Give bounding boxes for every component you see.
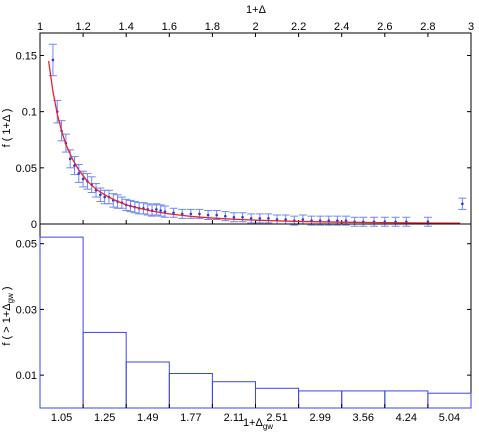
bottom-x-tick-label: 3.56 — [353, 412, 374, 424]
data-point — [81, 177, 85, 181]
top-y-ticks: 0 0.05 0.1 0.15 — [16, 50, 471, 231]
data-point — [249, 217, 253, 220]
bottom-x-tick-label: 1.05 — [51, 412, 72, 424]
top-y-axis-label: f ( 1+Δ ) — [1, 109, 13, 148]
bottom-x-axis-label-main: 1+Δ — [243, 417, 264, 429]
top-x-tick-label: 1.8 — [205, 21, 220, 33]
top-x-tick-label: 2.2 — [291, 21, 306, 33]
bottom-x-tick-label: 2.99 — [309, 412, 330, 424]
top-x-tick-label: 1.4 — [119, 21, 134, 33]
histogram-bar — [341, 390, 386, 409]
histogram-bar — [125, 361, 170, 409]
bottom-panel: 1.05 1.25 1.49 1.77 2.11 2.51 2.99 3.56 4.24 5.04… — [1, 223, 472, 431]
data-point — [180, 212, 184, 216]
data-point — [284, 218, 287, 221]
data-point — [301, 218, 305, 221]
data-point — [77, 172, 81, 175]
histogram-bar — [168, 373, 213, 409]
data-point — [103, 195, 106, 199]
bottom-x-axis-label: 1+Δgw — [243, 417, 273, 431]
top-x-tick-label: 2 — [252, 21, 258, 33]
data-point — [336, 219, 339, 222]
bottom-y-tick-label: 0.03 — [16, 304, 37, 316]
data-point — [267, 217, 270, 220]
data-point — [258, 217, 262, 220]
data-point — [461, 202, 464, 206]
histogram-bar — [384, 390, 429, 409]
histogram-bars — [39, 236, 472, 409]
fit-curve — [47, 60, 461, 224]
top-panel: 1 1.2 1.4 1.6 1.8 2 2.2 2.4 2.6 2.8 3 0 0.05 0.1 0.15… — [1, 4, 474, 231]
bottom-y-axis-label: f ( > 1+Δgw ) — [1, 286, 15, 345]
histogram-bar — [39, 236, 84, 409]
bottom-x-tick-label: 4.24 — [396, 412, 417, 424]
bottom-x-tick-label: 2.11 — [224, 412, 245, 424]
bottom-x-tick-label: 1.25 — [94, 412, 115, 424]
bottom-x-tick-label: 1.77 — [180, 412, 201, 424]
bottom-plot-frame — [39, 223, 472, 409]
bottom-y-tick-label: 0.05 — [16, 239, 37, 251]
data-point — [327, 219, 331, 222]
data-point — [232, 215, 236, 219]
top-x-tick-label: 3 — [468, 21, 474, 33]
bottom-x-tick-label: 1.49 — [137, 412, 158, 424]
top-x-axis-label: 1+Δ — [246, 4, 267, 16]
top-x-tick-label: 1 — [37, 21, 43, 33]
data-point — [241, 215, 244, 219]
top-x-tick-label: 1.2 — [75, 21, 90, 33]
data-point — [206, 213, 210, 217]
histogram-bar — [82, 331, 127, 409]
bottom-x-tick-label: 5.04 — [439, 412, 460, 424]
data-point — [224, 214, 227, 218]
histogram-bar — [255, 387, 300, 409]
data-point — [68, 157, 72, 161]
bottom-y-ticks: 0.01 0.03 0.05 — [16, 239, 471, 382]
data-point — [189, 212, 193, 216]
top-x-tick-label: 2.8 — [420, 21, 435, 33]
data-point — [198, 212, 201, 216]
bottom-x-tick-label: 2.51 — [266, 412, 287, 424]
bottom-y-axis-label-end: ) — [1, 286, 13, 293]
data-point — [344, 219, 348, 222]
bottom-x-axis-label-sub: gw — [263, 422, 273, 431]
bottom-y-axis-label-main: f ( > 1+Δ — [1, 303, 13, 346]
top-y-tick-label: 0.15 — [16, 50, 37, 62]
top-x-tick-label: 2.4 — [334, 21, 349, 33]
bottom-y-tick-label: 0.01 — [16, 370, 37, 382]
top-x-tick-label: 1.6 — [162, 21, 177, 33]
bottom-x-ticks: 1.05 1.25 1.49 1.77 2.11 2.51 2.99 3.56 4.24 5.04 — [51, 404, 460, 424]
data-point — [51, 58, 55, 62]
data-point — [215, 213, 219, 217]
top-y-tick-label: 0.1 — [22, 107, 37, 119]
data-point — [159, 209, 162, 212]
data-point — [99, 193, 102, 197]
histogram-bar — [427, 392, 472, 409]
data-point — [155, 208, 158, 211]
top-x-ticks: 1 1.2 1.4 1.6 1.8 2 2.2 2.4 2.6 2.8 3 — [37, 21, 474, 224]
histogram-bar — [298, 390, 343, 409]
histogram-bar — [211, 381, 256, 409]
top-y-tick-label: 0.05 — [16, 163, 37, 175]
data-point — [163, 210, 167, 213]
data-point — [275, 218, 279, 221]
top-y-tick-label: 0 — [31, 219, 37, 231]
top-x-tick-label: 2.6 — [377, 21, 392, 33]
bottom-y-axis-label-sub: gw — [6, 293, 15, 303]
data-point — [172, 211, 175, 215]
